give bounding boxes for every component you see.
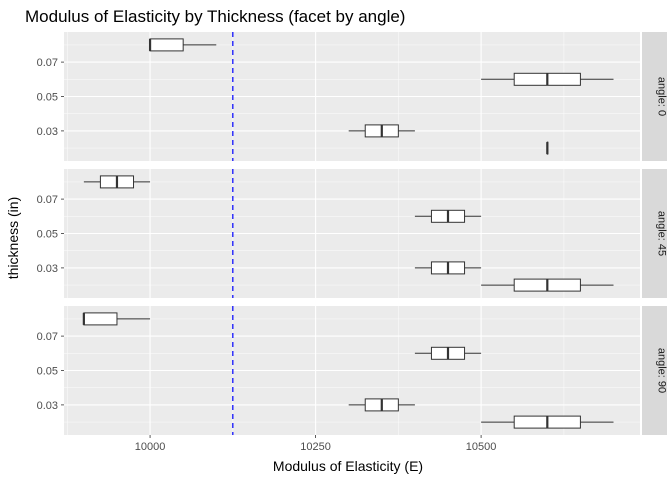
facet-panel: 0.03 0.05 0.07 angle: 45 bbox=[37, 169, 668, 298]
boxplot bbox=[348, 124, 415, 138]
boxplot bbox=[414, 209, 482, 223]
y-axis-title: thickness (in) bbox=[5, 197, 21, 279]
boxplot bbox=[414, 346, 482, 360]
x-tick-label: 10500 bbox=[466, 441, 497, 453]
boxplot bbox=[348, 398, 415, 412]
y-tick-label: 0.05 bbox=[37, 229, 58, 241]
x-axis: 10000 10250 10500 bbox=[135, 435, 497, 453]
y-tick-label: 0.05 bbox=[37, 366, 58, 378]
facet-panel: 0.03 0.05 0.07 angle: 0 bbox=[37, 32, 668, 161]
facet-label: angle: 0 bbox=[656, 77, 668, 116]
boxplot bbox=[481, 278, 614, 292]
boxplot bbox=[414, 261, 482, 275]
y-tick-label: 0.05 bbox=[37, 92, 58, 104]
boxplot bbox=[546, 141, 549, 155]
y-tick-label: 0.03 bbox=[37, 126, 58, 138]
y-tick-label: 0.07 bbox=[37, 57, 58, 69]
box bbox=[83, 312, 118, 326]
facet-strip bbox=[642, 169, 667, 298]
y-tick-label: 0.03 bbox=[37, 400, 58, 412]
chart-title: Modulus of Elasticity by Thickness (face… bbox=[25, 7, 405, 26]
y-tick-label: 0.07 bbox=[37, 331, 58, 343]
boxplot bbox=[481, 72, 614, 86]
facet-panel: 0.03 0.05 0.07 angle: 90 bbox=[37, 306, 668, 435]
boxplot bbox=[481, 415, 614, 429]
y-tick-label: 0.07 bbox=[37, 194, 58, 206]
x-tick-label: 10250 bbox=[300, 441, 331, 453]
x-tick-label: 10000 bbox=[135, 441, 166, 453]
facet-label: angle: 90 bbox=[656, 348, 668, 393]
boxplot bbox=[148, 38, 217, 52]
y-tick-label: 0.03 bbox=[37, 263, 58, 275]
boxplot bbox=[82, 312, 151, 326]
facet-strip bbox=[642, 306, 667, 435]
facet-panels: 0.03 0.05 0.07 angle: 0 0.03 0.05 0.07 angle: 4… bbox=[37, 32, 668, 435]
facet-label: angle: 45 bbox=[656, 211, 668, 256]
boxplot bbox=[83, 175, 151, 189]
facet-strip bbox=[642, 32, 667, 161]
box bbox=[149, 38, 184, 52]
x-axis-title: Modulus of Elasticity (E) bbox=[273, 458, 423, 474]
